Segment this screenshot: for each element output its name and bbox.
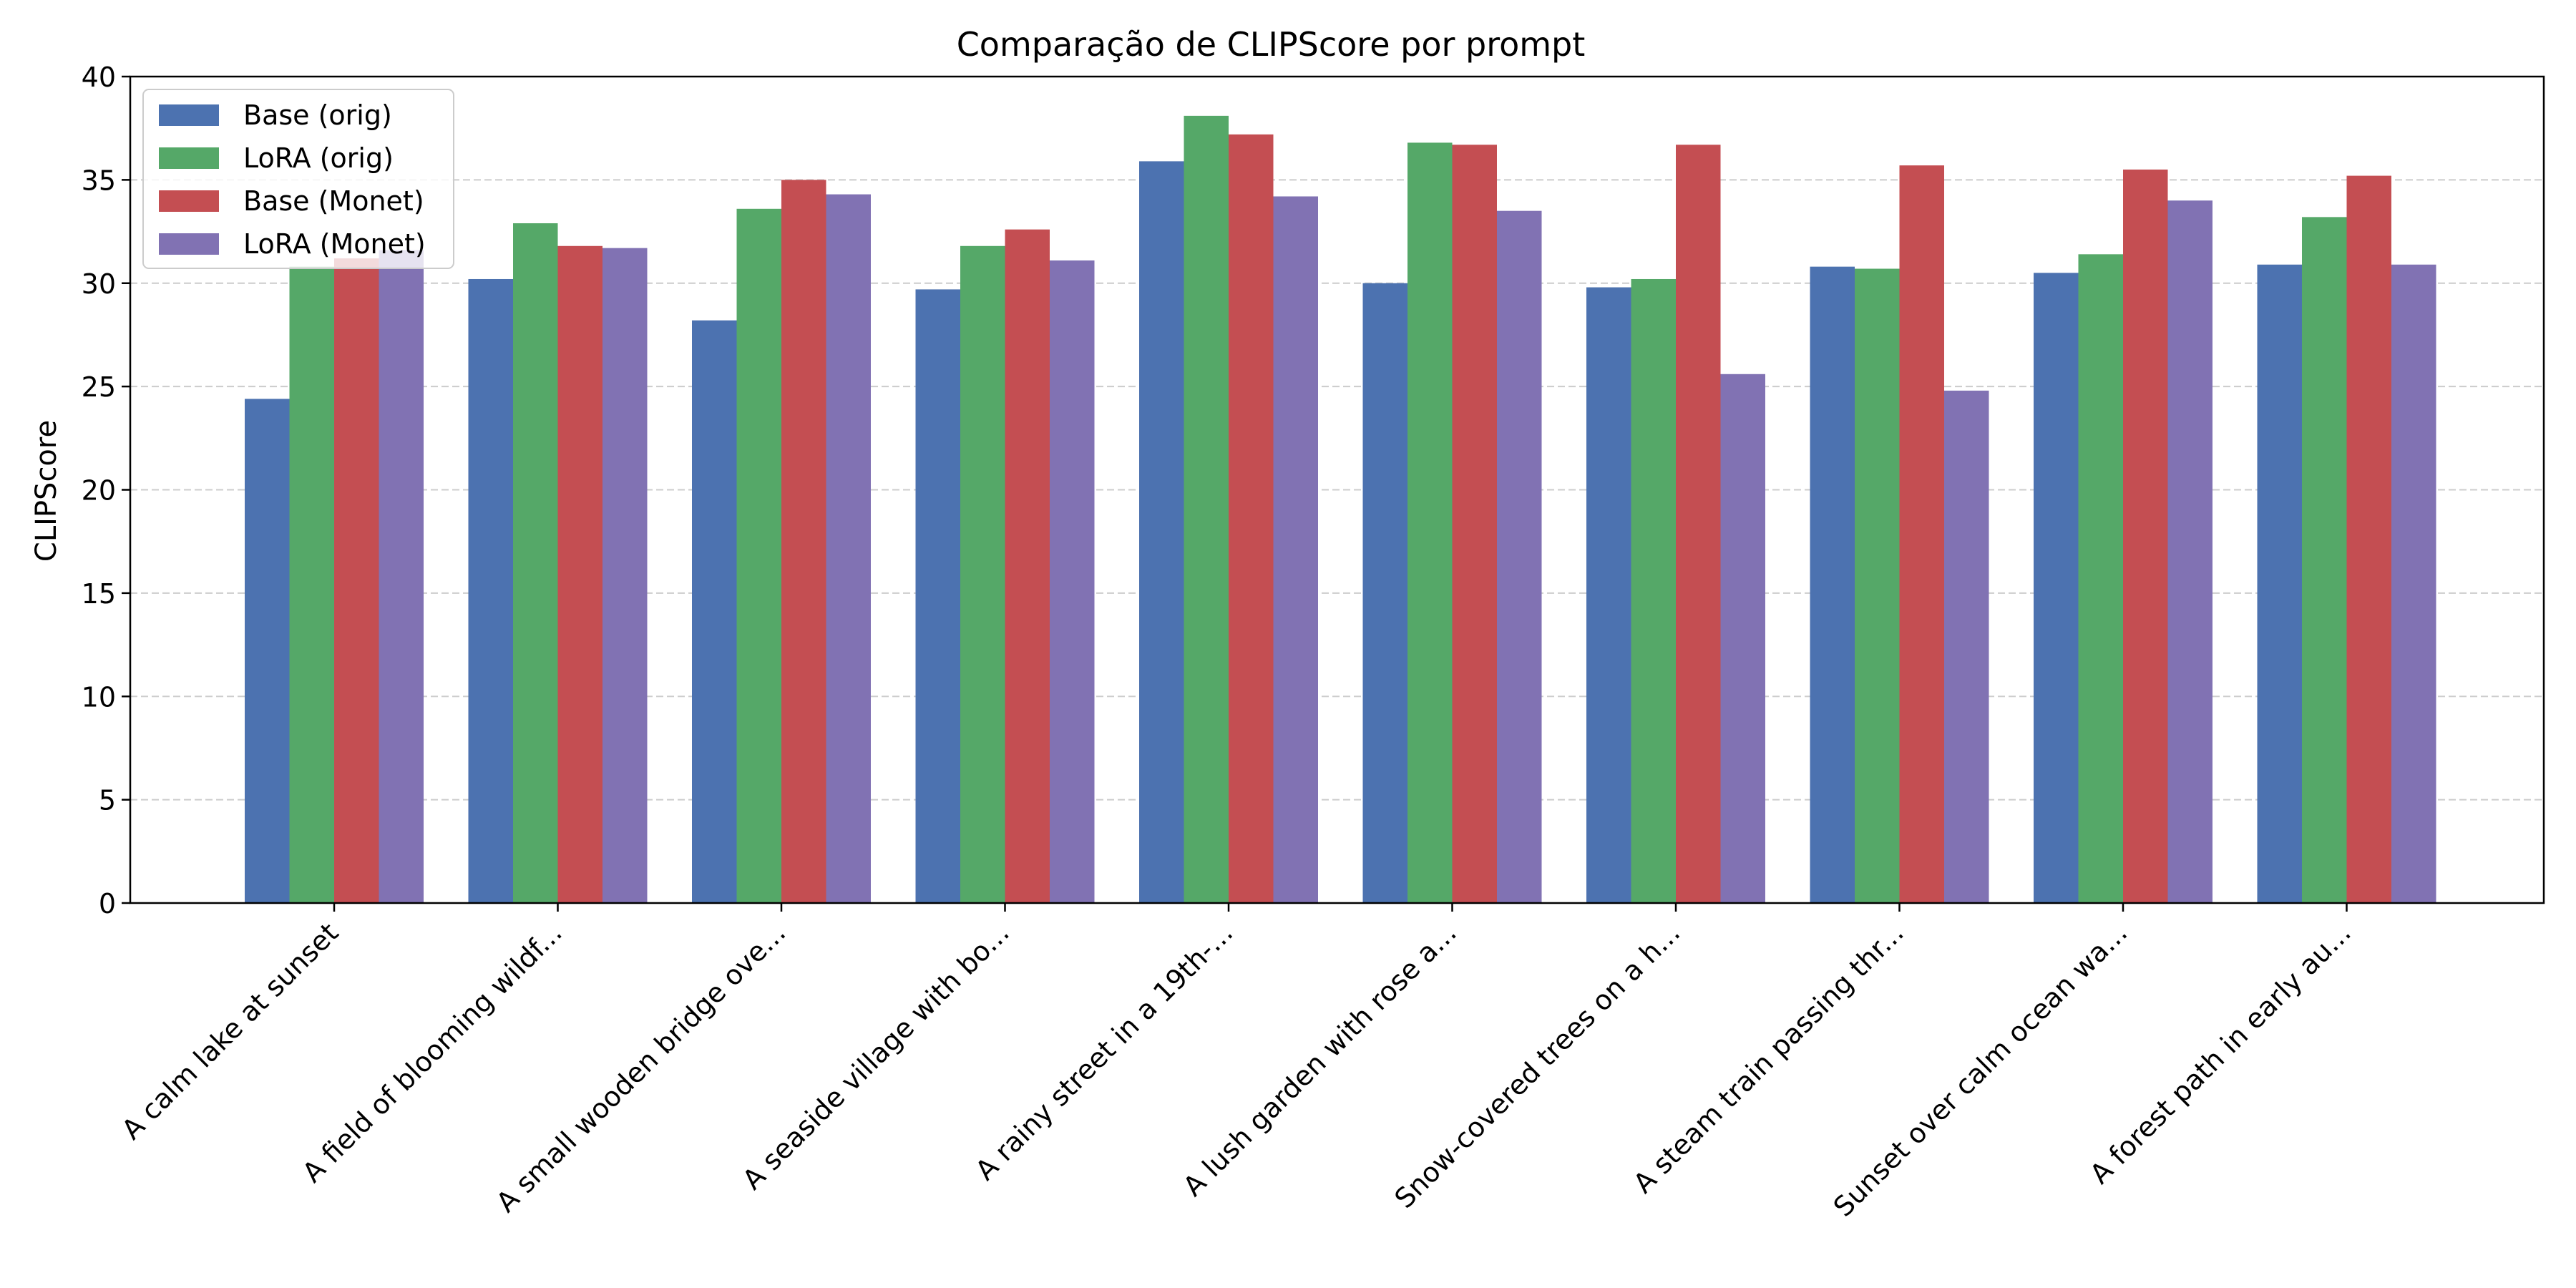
y-tick-label: 10 xyxy=(82,681,116,713)
bar xyxy=(1139,161,1184,904)
bar xyxy=(826,194,871,903)
bar xyxy=(692,320,737,904)
bar xyxy=(1184,115,1229,903)
legend-swatch xyxy=(159,147,219,169)
bar xyxy=(334,258,379,904)
x-tick-label: A rainy street in a 19th-... xyxy=(970,917,1239,1186)
y-tick-label: 20 xyxy=(82,475,116,507)
x-tick-label: A steam train passing thr... xyxy=(1627,917,1910,1199)
bar xyxy=(1229,134,1274,904)
bar xyxy=(1452,145,1497,904)
y-tick-label: 15 xyxy=(82,578,116,610)
bar xyxy=(379,250,424,903)
legend-label: LoRA (Monet) xyxy=(243,228,426,260)
bar xyxy=(960,245,1005,903)
legend-swatch xyxy=(159,190,219,212)
x-tick-label: A forest path in early au... xyxy=(2084,917,2357,1190)
bar xyxy=(513,223,558,903)
bar xyxy=(602,248,648,904)
bar xyxy=(1810,266,1855,903)
x-tick-label: A field of blooming wildf... xyxy=(296,917,568,1189)
bars xyxy=(245,115,2436,904)
bar xyxy=(1944,390,1989,903)
bar xyxy=(781,180,826,903)
legend-label: LoRA (orig) xyxy=(243,142,394,174)
bar xyxy=(736,208,781,903)
y-tick-label: 25 xyxy=(82,371,116,403)
bar xyxy=(2123,169,2168,903)
bar xyxy=(1586,287,1631,903)
y-tick-label: 0 xyxy=(99,888,116,919)
legend-label: Base (Monet) xyxy=(243,185,424,217)
bar xyxy=(2346,175,2391,904)
bar xyxy=(1855,268,1900,904)
bar xyxy=(1631,278,1676,904)
y-tick-label: 30 xyxy=(82,268,116,300)
y-tick-label: 5 xyxy=(99,785,116,816)
bar xyxy=(468,278,513,904)
x-tick-label: A calm lake at sunset xyxy=(116,917,345,1146)
legend-swatch xyxy=(159,233,219,255)
chart-title: Comparação de CLIPScore por prompt xyxy=(957,25,1586,64)
bar xyxy=(1497,210,1542,903)
bar xyxy=(2034,273,2079,903)
bar xyxy=(1676,145,1721,904)
bar xyxy=(1362,283,1407,903)
legend: Base (orig) LoRA (orig) Base (Monet) LoRA (… xyxy=(142,89,454,269)
x-tick-label: A seaside village with bo... xyxy=(736,917,1015,1196)
bar xyxy=(2167,200,2212,903)
bar xyxy=(557,245,602,903)
bar xyxy=(2391,264,2436,903)
y-tick-label: 35 xyxy=(82,165,116,196)
bar xyxy=(1720,374,1765,903)
bar xyxy=(915,289,960,904)
bar xyxy=(245,399,290,903)
bar xyxy=(1050,260,1095,903)
bar xyxy=(1899,165,1944,904)
bar xyxy=(2302,217,2347,904)
y-tick-label: 40 xyxy=(82,62,116,93)
y-axis-label: CLIPScore xyxy=(30,420,63,562)
bar xyxy=(2257,264,2302,903)
bar xyxy=(1005,229,1050,903)
bar xyxy=(289,266,334,903)
bar xyxy=(1273,196,1318,904)
bar xyxy=(1407,142,1453,903)
legend-box xyxy=(142,89,454,269)
x-tick-label: A lush garden with rose a... xyxy=(1177,917,1463,1202)
bar xyxy=(2078,254,2123,903)
legend-swatch xyxy=(159,104,219,126)
y-axis-ticks: 0 5 10 15 20 25 30 35 40 xyxy=(82,62,130,919)
legend-label: Base (orig) xyxy=(243,99,392,131)
